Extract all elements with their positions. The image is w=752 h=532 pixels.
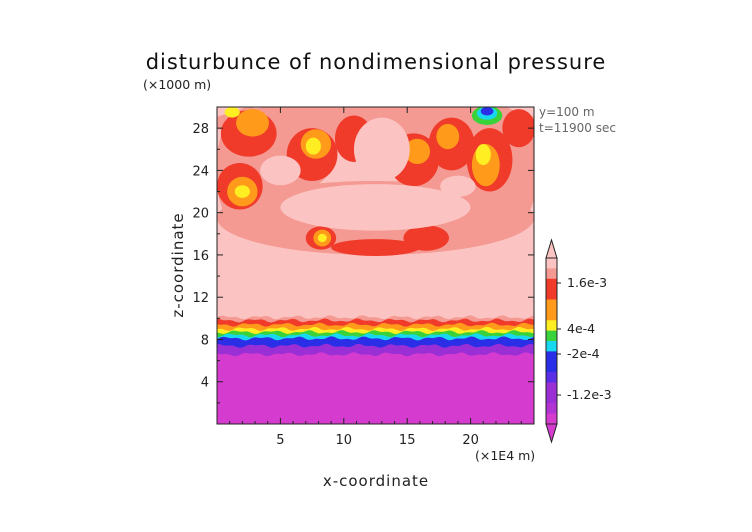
colorbar-labels: 1.6e-3 4e-4 -2e-4 -1.2e-3	[557, 275, 612, 402]
annotation-y: y=100 m	[539, 105, 595, 119]
colorbar-segment	[546, 268, 557, 280]
colorbar-frame	[545, 257, 558, 425]
x-tick-label: 20	[462, 433, 479, 448]
colorbar-label: -1.2e-3	[567, 387, 612, 402]
y-unit-label: (×1000 m)	[143, 77, 211, 92]
x-tick-label: 10	[336, 433, 353, 448]
contour-blob	[224, 107, 240, 118]
colorbar-segment	[546, 299, 557, 311]
y-axis: 4 8 12 16 20 24 28	[192, 122, 534, 404]
colorbar-segment	[546, 403, 557, 415]
x-axis: 5 10 15 20	[229, 107, 522, 448]
colorbar-segment	[546, 258, 557, 269]
lower-stratified-region	[217, 315, 534, 424]
y-tick-label: 24	[192, 164, 209, 179]
y-tick-label: 20	[192, 207, 209, 222]
contour-blob	[403, 225, 450, 251]
contour-blob	[305, 137, 321, 155]
contour-blob	[317, 233, 327, 243]
x-axis-title: x-coordinate	[323, 472, 429, 490]
contour-blob	[260, 155, 301, 186]
plot-area	[217, 107, 534, 424]
contour-blob	[502, 109, 534, 148]
contour-blob	[480, 107, 494, 116]
contour-blob	[440, 175, 476, 197]
x-tick-label: 15	[399, 433, 416, 448]
y-tick-label: 8	[201, 333, 209, 348]
colorbar-max-arrow	[545, 238, 558, 259]
colorbar-segment	[546, 330, 557, 342]
plot-frame	[216, 106, 535, 425]
contour-blob	[475, 143, 491, 166]
y-tick-label: 16	[192, 249, 209, 264]
colorbar-segment	[546, 372, 557, 383]
y-tick-label: 12	[192, 291, 209, 306]
colorbar-segment	[546, 341, 557, 352]
contour-blob	[236, 109, 269, 137]
x-unit-label: (×1E4 m)	[475, 448, 535, 463]
contour-blob	[280, 184, 471, 231]
colorbar-segment	[546, 351, 557, 363]
colorbar-segment	[546, 382, 557, 394]
y-tick-label: 28	[192, 122, 209, 137]
y-axis-title: z-coordinate	[169, 212, 187, 317]
colorbar-min-arrow	[545, 423, 558, 444]
y-tick-label: 4	[201, 376, 209, 391]
colorbar-segment	[546, 413, 557, 425]
colorbar-segment	[546, 289, 557, 300]
contour-blob	[234, 185, 250, 198]
contour-blob	[353, 117, 410, 181]
colorbar-segment	[546, 278, 557, 290]
contour-blob	[436, 123, 460, 150]
x-tick-label: 5	[276, 433, 284, 448]
contour-band	[217, 352, 534, 424]
colorbar-segment	[546, 309, 557, 321]
annotation-time: t=11900 sec	[539, 121, 616, 135]
colorbar-segment	[546, 361, 557, 373]
contour-blob	[331, 239, 420, 256]
chart-title: disturbunce of nondimensional pressure	[146, 50, 607, 74]
colorbar-label: -2e-4	[567, 346, 600, 361]
colorbar	[545, 238, 558, 444]
colorbar-segment	[546, 320, 557, 332]
colorbar-label: 1.6e-3	[567, 275, 607, 290]
contour-blob	[404, 138, 431, 165]
upper-patchy-region	[217, 107, 534, 256]
colorbar-label: 4e-4	[567, 321, 595, 336]
colorbar-segment	[546, 392, 557, 404]
